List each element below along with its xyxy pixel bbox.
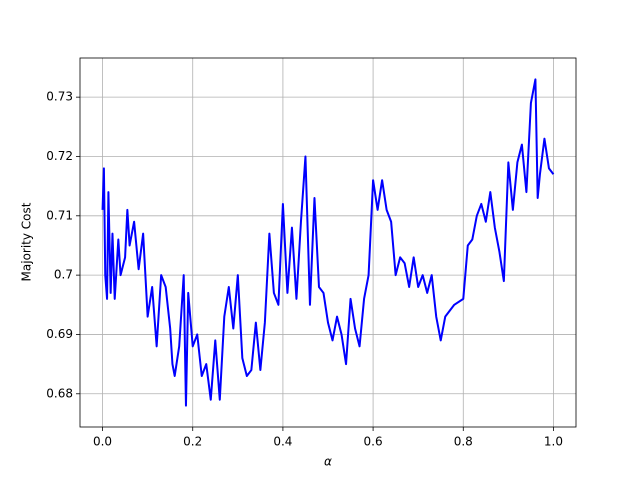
axes-frame [79, 57, 577, 428]
y-tick-label: 0.73 [46, 90, 73, 104]
data-line [101, 78, 555, 407]
y-tick-label: 0.71 [46, 208, 73, 222]
x-tick-label: 0.0 [93, 435, 112, 449]
x-tick-label: 1.0 [544, 435, 563, 449]
y-tick-label: 0.68 [46, 386, 73, 400]
x-tick-label: 0.6 [364, 435, 383, 449]
y-tick-label: 0.72 [46, 149, 73, 163]
y-tick-label: 0.69 [46, 327, 73, 341]
y-axis-label: Majority Cost [20, 202, 34, 281]
x-tick-label: 0.8 [454, 435, 473, 449]
y-tick-label: 0.7 [54, 268, 73, 282]
x-tick-label: 0.4 [273, 435, 292, 449]
x-tick-label: 0.2 [183, 435, 202, 449]
x-axis-label: α [324, 455, 332, 469]
